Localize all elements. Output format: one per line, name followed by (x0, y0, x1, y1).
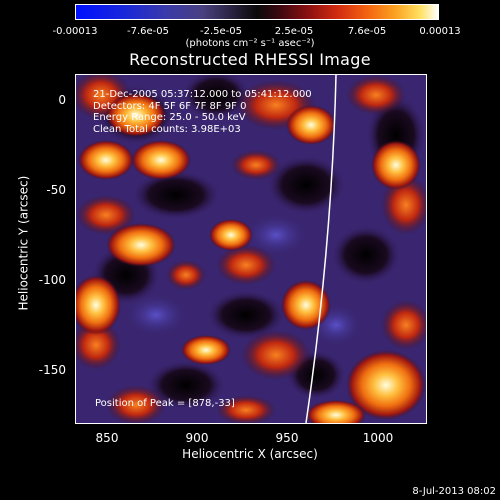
x-tick-label: 900 (185, 431, 209, 445)
image-plot (75, 74, 427, 424)
x-tick-label: 1000 (362, 431, 394, 445)
info-time-range: 21-Dec-2005 05:37:12.000 to 05:41:12.000 (93, 89, 312, 100)
x-tick-label: 850 (95, 431, 119, 445)
peak-position-label: Position of Peak = [878,-33] (95, 398, 235, 409)
x-tick-label: 950 (275, 431, 299, 445)
colorbar-tick-label: -7.6e-05 (127, 26, 169, 37)
colorbar-unit-label: (photons cm⁻² s⁻¹ asec⁻²) (185, 38, 315, 49)
render-timestamp: 8-Jul-2013 08:02 (412, 486, 496, 497)
info-energy-range: Energy Range: 25.0 - 50.0 keV (93, 112, 246, 123)
y-tick-label: -100 (38, 273, 66, 287)
colorbar (75, 4, 439, 20)
y-tick-label: -50 (46, 183, 66, 197)
y-axis-label: Heliocentric Y (arcsec) (16, 175, 31, 311)
solar-limb-line (305, 75, 337, 423)
info-detectors: Detectors: 4F 5F 6F 7F 8F 9F 0 (93, 100, 247, 112)
x-axis-label: Heliocentric X (arcsec) (182, 447, 318, 461)
info-clean-counts: Clean Total counts: 3.98E+03 (93, 123, 241, 135)
plot-title: Reconstructed RHESSI Image (129, 50, 371, 69)
y-tick-label: -150 (38, 363, 66, 377)
rhessi-image-map (76, 75, 426, 423)
colorbar-tick-label: -0.00013 (52, 26, 98, 37)
colorbar-tick-label: 2.5e-05 (274, 26, 314, 37)
observation-info: 21-Dec-2005 05:37:12.000 to 05:41:12.000… (93, 89, 312, 135)
y-tick-label: 0 (58, 93, 66, 107)
colorbar-tick-label: 0.00013 (419, 26, 461, 37)
colorbar-tick-label: -2.5e-05 (200, 26, 242, 37)
colorbar-tick-label: 7.6e-05 (347, 26, 387, 37)
